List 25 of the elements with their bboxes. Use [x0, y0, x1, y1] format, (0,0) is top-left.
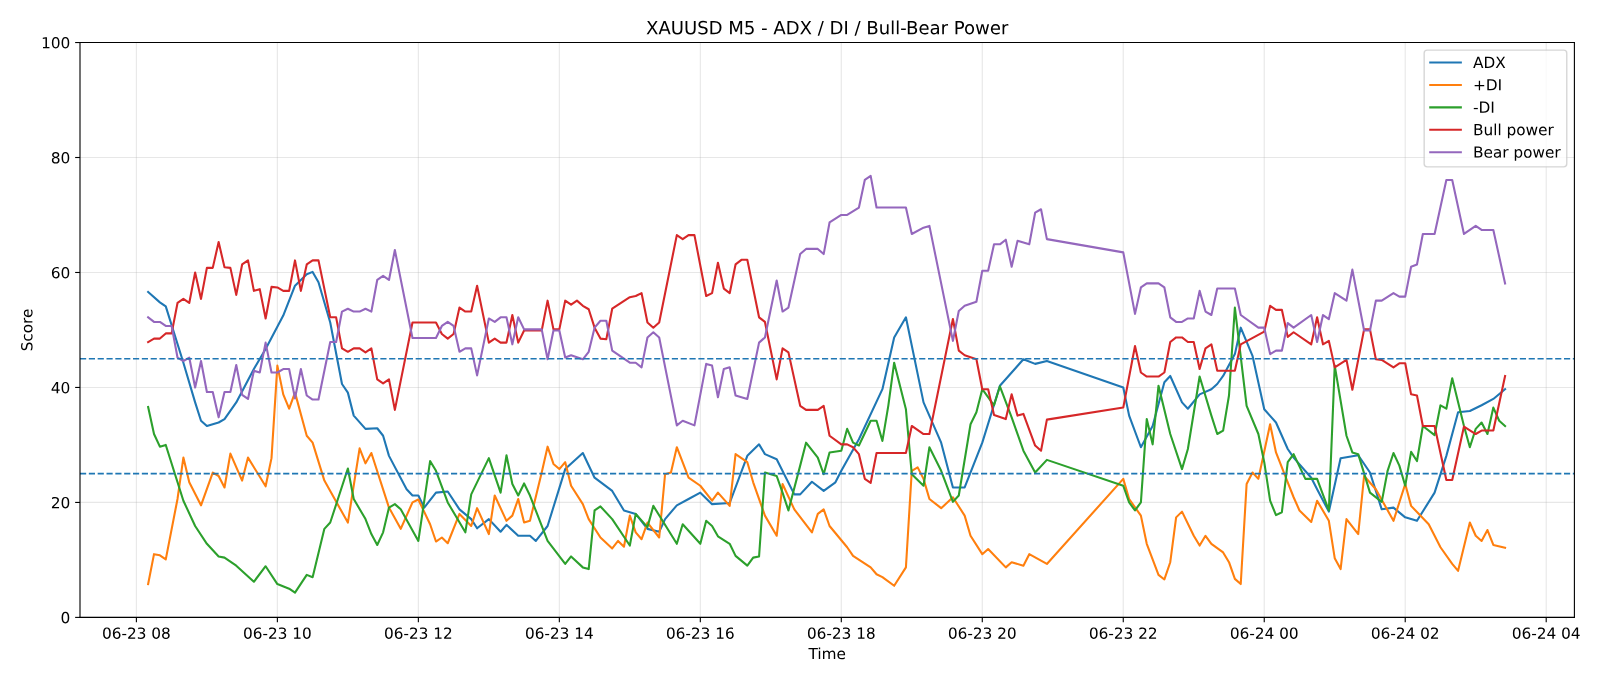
legend-label: Bull power [1474, 123, 1554, 139]
chart-title: XAUUSD M5 - ADX / DI / Bull-Bear Power [646, 20, 1009, 36]
legend-label: -DI [1473, 101, 1494, 113]
y-tick-label: 80 [51, 151, 70, 164]
y-tick-label: 60 [51, 266, 70, 279]
y-tick-label: 20 [51, 496, 70, 509]
x-axis-title: Time [808, 647, 846, 660]
legend-label: +DI [1474, 79, 1501, 91]
x-tick-label: 06-24 00 [1230, 627, 1298, 639]
x-tick-label: 06-23 10 [244, 627, 311, 639]
y-tick-label: 40 [51, 381, 70, 394]
x-tick-label: 06-23 12 [385, 627, 452, 639]
x-tick-label: 06-24 02 [1371, 627, 1439, 639]
x-tick-label: 06-23 16 [666, 627, 734, 639]
y-tick-label: 100 [42, 37, 70, 49]
y-axis-title: Score [21, 309, 33, 351]
legend-label: Bear power [1474, 146, 1561, 161]
legend-label: ADX [1473, 56, 1506, 68]
x-tick-label: 06-23 08 [103, 627, 170, 639]
x-tick-label: 06-23 14 [526, 627, 593, 639]
x-tick-label: 06-24 04 [1512, 627, 1580, 639]
y-tick-label: 0 [61, 611, 70, 624]
x-tick-label: 06-23 22 [1089, 627, 1157, 639]
x-tick-label: 06-23 20 [948, 627, 1016, 639]
x-tick-label: 06-23 18 [807, 627, 875, 639]
